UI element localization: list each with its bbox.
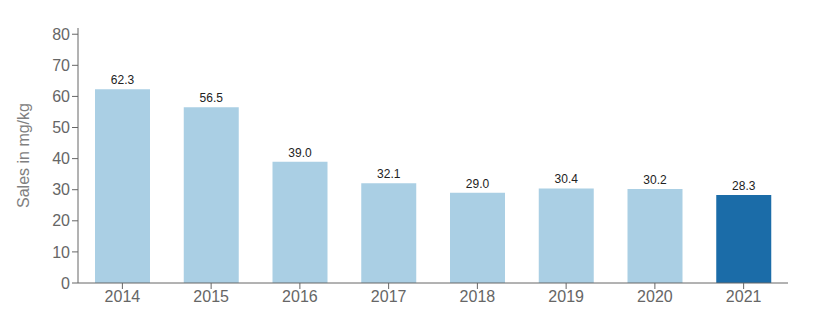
svg-text:30.2: 30.2 — [643, 173, 667, 187]
svg-text:2017: 2017 — [371, 288, 407, 305]
svg-text:60: 60 — [52, 88, 70, 105]
svg-text:2016: 2016 — [282, 288, 318, 305]
svg-text:2021: 2021 — [726, 288, 762, 305]
svg-text:2018: 2018 — [460, 288, 496, 305]
svg-text:62.3: 62.3 — [111, 73, 135, 87]
svg-text:2014: 2014 — [105, 288, 141, 305]
svg-text:2019: 2019 — [548, 288, 584, 305]
svg-text:50: 50 — [52, 119, 70, 136]
svg-text:40: 40 — [52, 150, 70, 167]
svg-text:32.1: 32.1 — [377, 167, 401, 181]
svg-text:Sales in mg/kg: Sales in mg/kg — [15, 103, 32, 208]
svg-text:30: 30 — [52, 181, 70, 198]
svg-text:2015: 2015 — [193, 288, 229, 305]
svg-text:29.0: 29.0 — [466, 177, 490, 191]
svg-text:30.4: 30.4 — [555, 172, 579, 186]
svg-text:39.0: 39.0 — [288, 146, 312, 160]
svg-text:80: 80 — [52, 26, 70, 43]
svg-text:20: 20 — [52, 212, 70, 229]
svg-text:56.5: 56.5 — [200, 91, 224, 105]
svg-text:28.3: 28.3 — [732, 179, 756, 193]
svg-text:2020: 2020 — [637, 288, 673, 305]
svg-text:0: 0 — [61, 275, 70, 292]
svg-text:10: 10 — [52, 244, 70, 261]
svg-text:70: 70 — [52, 57, 70, 74]
